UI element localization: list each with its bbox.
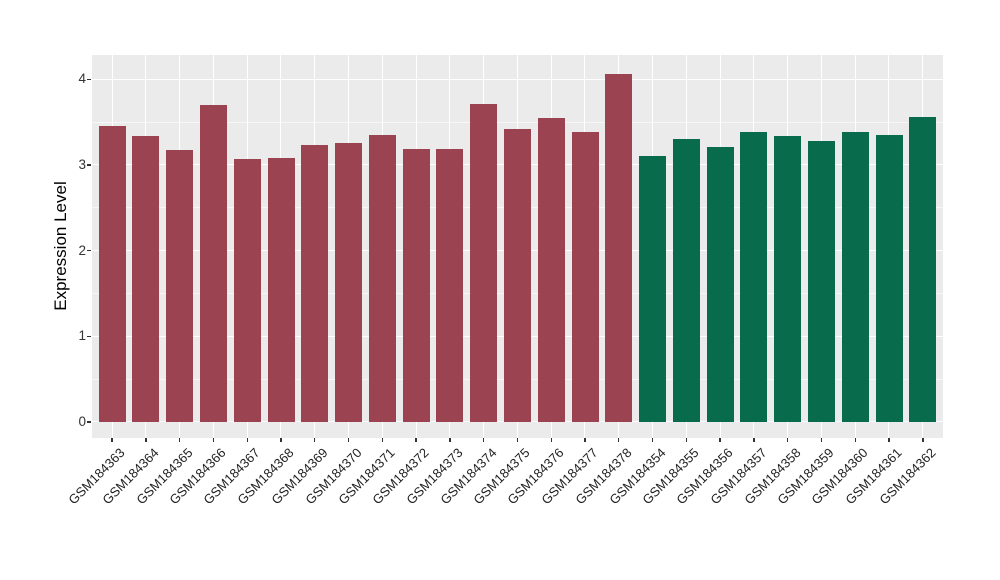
bar-GSM184355 (672, 139, 700, 422)
bar-GSM184368 (267, 158, 295, 422)
x-tick-mark (314, 438, 316, 442)
bar-GSM184354 (639, 156, 667, 422)
bar-GSM184374 (470, 104, 498, 422)
bar-GSM184372 (402, 149, 430, 422)
bar-GSM184366 (199, 104, 227, 422)
x-tick-mark (415, 438, 417, 442)
bar-GSM184376 (537, 117, 565, 422)
y-tick-label: 0 (78, 414, 86, 429)
x-tick-mark (246, 438, 248, 442)
y-tick-label: 2 (78, 242, 86, 258)
x-tick-mark (280, 438, 282, 442)
x-tick-mark (685, 438, 688, 442)
bar-GSM184360 (841, 132, 869, 422)
x-tick-mark (719, 438, 721, 442)
x-tick-mark (618, 438, 620, 442)
plot-panel (92, 55, 943, 438)
x-tick-mark (212, 438, 215, 442)
bar-GSM184364 (132, 135, 160, 422)
bar-GSM184377 (571, 132, 599, 422)
x-tick-mark (651, 438, 654, 442)
bar-GSM184358 (774, 135, 802, 422)
y-tick-mark (87, 164, 91, 166)
x-tick-mark (787, 438, 789, 442)
bar-GSM184362 (909, 116, 937, 422)
x-tick-mark (854, 438, 856, 442)
y-tick-mark (87, 421, 91, 423)
y-tick-label: 3 (78, 156, 86, 172)
x-tick-mark (381, 438, 384, 442)
bar-GSM184356 (706, 146, 734, 422)
x-tick-mark (516, 438, 519, 442)
bar-GSM184365 (166, 150, 194, 422)
y-tick-label: 4 (78, 71, 86, 87)
bar-GSM184367 (233, 158, 261, 422)
bar-GSM184378 (605, 74, 633, 422)
bar-GSM184361 (875, 134, 903, 422)
bar-GSM184357 (740, 132, 768, 422)
x-tick-mark (888, 438, 890, 442)
x-tick-mark (922, 438, 924, 442)
bar-GSM184371 (368, 134, 396, 422)
x-tick-mark (820, 438, 823, 442)
y-tick-mark (87, 249, 91, 252)
y-tick-label: 1 (78, 328, 86, 344)
bar-GSM184369 (301, 145, 329, 422)
x-tick-mark (753, 438, 755, 442)
y-tick-mark (87, 78, 91, 80)
x-tick-mark (550, 438, 552, 442)
x-tick-mark (584, 438, 586, 442)
y-tick-mark (87, 335, 91, 337)
x-tick-mark (145, 438, 147, 442)
bar-GSM184359 (807, 140, 835, 422)
x-tick-mark (482, 438, 485, 442)
x-tick-mark (111, 438, 113, 442)
bar-GSM184375 (503, 128, 531, 422)
x-tick-mark (178, 438, 181, 442)
x-tick-mark (347, 438, 350, 442)
bar-GSM184370 (335, 143, 363, 422)
bar-GSM184373 (436, 149, 464, 422)
x-tick-mark (449, 438, 451, 442)
bar-GSM184363 (98, 126, 126, 422)
